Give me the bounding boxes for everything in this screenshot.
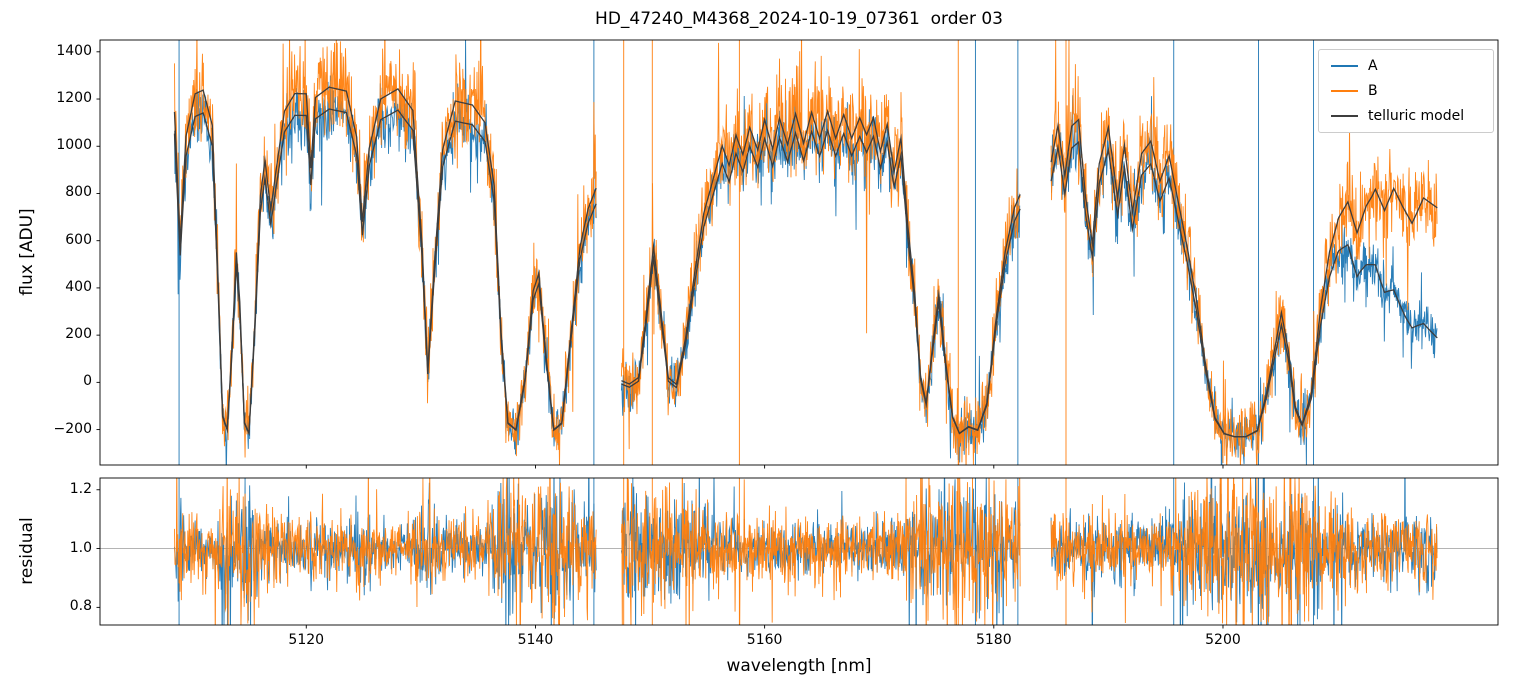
x-tick-label: 5160: [746, 632, 783, 648]
x-tick-label: 5200: [1205, 632, 1241, 648]
x-tick-label: 5140: [517, 632, 554, 648]
legend: A B telluric model: [1318, 49, 1494, 133]
flux-tick-label: 400: [65, 278, 92, 295]
flux-tick-label: 1200: [56, 90, 92, 107]
legend-entry-b: B: [1331, 83, 1481, 99]
flux-tick-label: 200: [65, 326, 92, 343]
series-a-line-swatch: [1331, 65, 1358, 67]
telluric-model-line-swatch: [1331, 115, 1358, 117]
flux-tick-label: −200: [53, 420, 92, 437]
residual-tick-label: 1.2: [69, 480, 92, 497]
residual-tick-label: 1.0: [69, 539, 92, 556]
series-b-line-swatch: [1331, 90, 1358, 92]
flux-tick-label: 0: [83, 373, 92, 390]
x-axis-label: wavelength [nm]: [726, 656, 872, 676]
legend-label-a: A: [1368, 58, 1378, 74]
x-tick-label: 5120: [288, 632, 325, 648]
chart-title: HD_47240_M4368_2024-10-19_07361 order 03: [595, 9, 1003, 29]
flux-tick-label: 1000: [56, 137, 92, 154]
flux-tick-label: 800: [65, 184, 92, 201]
legend-entry-a: A: [1331, 58, 1481, 74]
flux-tick-label: 600: [65, 231, 92, 248]
x-tick-label: 5180: [975, 632, 1012, 648]
flux-tick-label: 1400: [56, 42, 92, 59]
legend-label-b: B: [1368, 83, 1378, 99]
legend-entry-telluric: telluric model: [1331, 108, 1481, 124]
residual-tick-label: 0.8: [69, 598, 92, 615]
legend-label-telluric: telluric model: [1368, 108, 1465, 124]
